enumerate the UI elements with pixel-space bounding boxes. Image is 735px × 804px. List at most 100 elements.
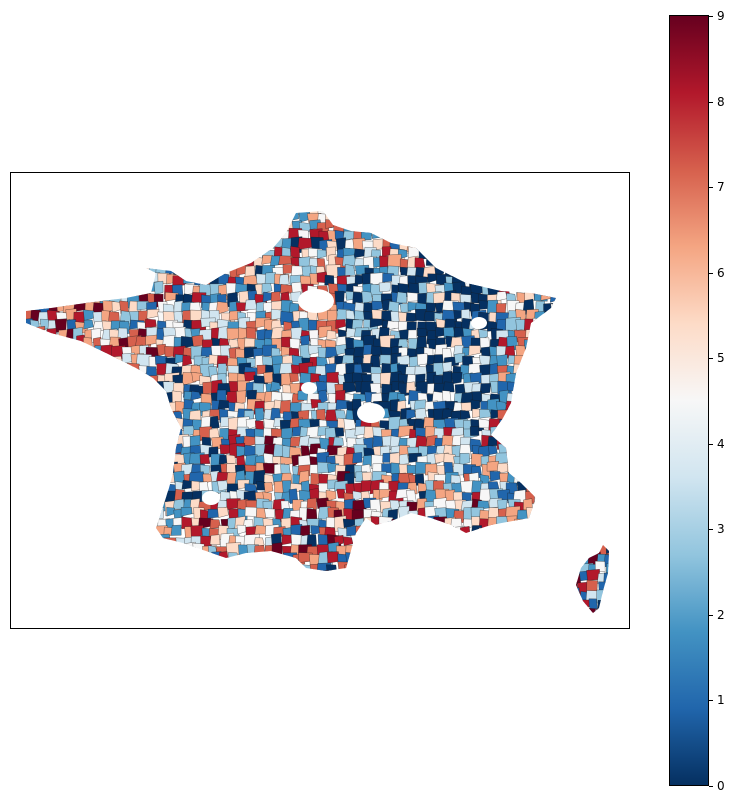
map-region [361, 591, 372, 603]
map-region [544, 490, 557, 500]
map-region [532, 419, 543, 433]
map-region [84, 479, 95, 492]
map-region [126, 379, 142, 392]
map-region [587, 217, 600, 230]
map-region [317, 599, 333, 613]
map-region [85, 355, 97, 370]
map-region [369, 318, 385, 328]
map-region [182, 564, 193, 575]
map-region [300, 597, 315, 609]
map-region [469, 588, 486, 602]
map-region [487, 238, 498, 250]
map-region [444, 555, 460, 569]
map-region [506, 526, 516, 537]
map-region [83, 265, 97, 278]
map-region [218, 211, 233, 215]
map-region [531, 618, 543, 629]
map-region [361, 291, 373, 305]
map-region [362, 211, 379, 217]
map-region [102, 417, 113, 430]
map-region [543, 609, 558, 613]
map-region [532, 436, 544, 449]
map-region [444, 562, 457, 576]
map-region [488, 254, 503, 268]
map-region [226, 572, 240, 585]
map-region [55, 213, 69, 225]
map-region [192, 569, 208, 584]
map-region [604, 220, 609, 234]
map-region [201, 596, 218, 611]
map-region [65, 463, 80, 476]
map-region [415, 381, 430, 395]
map-region [307, 599, 323, 613]
map-region [614, 529, 626, 539]
map-region [524, 526, 535, 541]
map-region [551, 471, 561, 484]
map-region [507, 534, 520, 548]
map-region [451, 596, 465, 610]
map-region [64, 402, 81, 416]
map-region [380, 211, 394, 214]
map-region [183, 555, 194, 568]
tick-label: 8 [717, 94, 725, 109]
map-region [479, 546, 494, 561]
map-region [372, 572, 388, 582]
map-region [147, 228, 162, 239]
map-region [344, 563, 355, 578]
map-region [254, 559, 264, 573]
map-region [368, 607, 380, 613]
map-region [226, 561, 238, 575]
map-region [26, 463, 31, 477]
map-region [506, 563, 519, 576]
map-region [166, 580, 180, 591]
map-region [67, 357, 82, 368]
map-region [170, 524, 182, 536]
map-region [560, 551, 573, 567]
map-region [110, 264, 124, 280]
map-region [155, 553, 171, 566]
map-region [246, 590, 263, 605]
map-region [596, 220, 607, 232]
map-region [94, 248, 105, 259]
map-region [417, 353, 429, 366]
map-region [424, 552, 437, 568]
map-region [532, 258, 542, 271]
map-region [100, 462, 115, 474]
map-region [607, 481, 609, 496]
map-region [57, 281, 70, 296]
map-region [26, 411, 35, 422]
map-region [497, 528, 511, 539]
map-region [569, 517, 580, 531]
map-region [55, 582, 67, 596]
map-region [119, 524, 136, 538]
map-region [615, 588, 625, 603]
map-region [244, 371, 256, 383]
map-region [614, 267, 624, 281]
map-region [49, 363, 61, 380]
map-region [156, 392, 169, 403]
map-region [153, 596, 164, 611]
map-region [102, 364, 114, 377]
map-region [579, 255, 595, 270]
map-region [55, 347, 66, 359]
map-region [579, 282, 591, 296]
map-region [517, 248, 533, 262]
map-region [355, 525, 366, 540]
map-region [523, 426, 537, 442]
map-region [80, 231, 95, 241]
map-region [557, 382, 569, 394]
map-region [217, 480, 229, 492]
map-region [55, 411, 72, 424]
map-region [370, 591, 385, 605]
map-region [83, 309, 95, 321]
map-region [459, 213, 472, 228]
map-region [571, 211, 586, 218]
map-region [110, 573, 121, 585]
map-region [548, 347, 562, 359]
map-region [137, 606, 151, 613]
map-region [451, 579, 464, 592]
map-region [595, 560, 606, 572]
map-region [91, 526, 105, 539]
map-region [604, 446, 609, 461]
map-region [603, 509, 609, 523]
